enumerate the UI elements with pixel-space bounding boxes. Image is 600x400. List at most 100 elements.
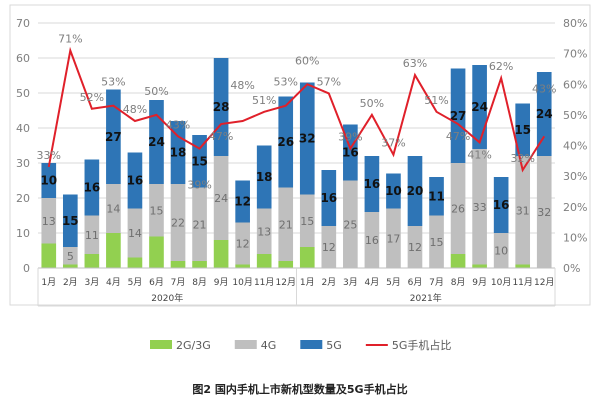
line-data-label: 39% — [187, 179, 211, 192]
bar-2G-3G — [256, 254, 272, 268]
line-data-label: 51% — [252, 94, 276, 107]
line-data-label: 37% — [381, 137, 405, 150]
bar-data-label: 18 — [256, 170, 273, 184]
bar-data-label: 13 — [257, 225, 271, 238]
bar-data-label: 15 — [430, 236, 444, 249]
bar-data-label: 24 — [148, 135, 165, 149]
bar-2G-3G — [515, 264, 531, 268]
line-data-label: 39% — [338, 131, 362, 144]
bar-5G — [386, 173, 401, 209]
bar-2G-3G — [170, 261, 186, 268]
line-data-label: 50% — [144, 85, 168, 98]
bar-5G — [407, 156, 423, 226]
line-data-label: 48% — [230, 79, 254, 92]
bar-data-label: 12 — [322, 241, 336, 254]
legend-swatch — [234, 340, 257, 349]
y2-tick-label: 30% — [563, 170, 587, 183]
bar-4G — [321, 226, 337, 268]
bar-4G — [256, 208, 272, 254]
line-5g-share — [47, 46, 546, 173]
bar-5G — [41, 163, 57, 198]
x-tick-label: 11月 — [512, 277, 532, 288]
legend-label: 5G手机占比 — [392, 338, 452, 352]
bar-data-label: 17 — [386, 232, 400, 245]
bar-4G — [84, 215, 100, 254]
bar-4G — [364, 212, 380, 268]
bar-4G — [493, 233, 509, 268]
bar-4G — [407, 226, 423, 268]
x-tick-label: 9月 — [214, 277, 229, 288]
bar-data-label: 21 — [193, 218, 207, 231]
bar-5G — [149, 100, 164, 184]
bar-data-label: 10 — [385, 184, 402, 198]
bar-data-label: 11 — [428, 189, 445, 203]
bar-data-label: 18 — [170, 146, 187, 160]
line-data-label: 43% — [532, 82, 556, 95]
legend-swatch — [300, 340, 323, 349]
bar-4G — [299, 194, 315, 247]
x-tick-label: 10月 — [232, 277, 252, 288]
x-tick-label: 7月 — [171, 277, 186, 288]
bar-4G — [235, 222, 250, 265]
bar-data-label: 12 — [236, 238, 250, 251]
bar-2G-3G — [299, 247, 315, 268]
bar-data-label: 32 — [537, 206, 551, 219]
bar-4G — [386, 208, 401, 268]
x-tick-label: 8月 — [192, 277, 207, 288]
bar-2G-3G — [62, 264, 78, 268]
bar-data-label: 20 — [407, 184, 424, 198]
x-tick-label: 10月 — [491, 277, 511, 288]
x-tick-label: 5月 — [386, 277, 401, 288]
bar-data-label: 16 — [127, 174, 144, 188]
x-tick-label: 12月 — [276, 277, 296, 288]
x-tick-label: 4月 — [365, 277, 380, 288]
bar-5G — [127, 152, 143, 209]
y-tick-label: 60 — [16, 52, 30, 65]
bar-data-label: 14 — [106, 203, 120, 216]
line-data-label: 71% — [58, 33, 82, 46]
bar-data-label: 24 — [471, 100, 488, 114]
bar-data-label: 16 — [84, 181, 101, 195]
bar-5G — [472, 65, 487, 149]
bar-2G-3G — [41, 243, 57, 268]
bar-4G — [429, 215, 444, 268]
bar-data-label: 12 — [234, 195, 251, 209]
line-data-label: 41% — [467, 148, 491, 161]
bar-2G-3G — [149, 236, 164, 268]
bar-data-label: 15 — [62, 214, 79, 228]
bar-data-label: 25 — [343, 218, 357, 231]
chart-frame — [9, 4, 591, 306]
y-tick-label: 50 — [16, 87, 30, 100]
bar-data-label: 16 — [320, 191, 337, 205]
x-tick-label: 5月 — [128, 277, 143, 288]
bar-5G — [106, 89, 121, 184]
line-data-label: 47% — [209, 130, 233, 143]
line-data-label: 51% — [424, 94, 448, 107]
bar-4G — [278, 187, 294, 261]
bar-2G-3G — [450, 254, 466, 268]
bar-2G-3G — [213, 240, 229, 268]
bar-5G — [84, 159, 100, 216]
bar-data-label: 24 — [214, 192, 228, 205]
bar-2G-3G — [84, 254, 100, 268]
bar-4G — [515, 156, 531, 265]
bar-4G — [149, 184, 164, 237]
bar-data-label: 16 — [493, 198, 510, 212]
line-data-label: 48% — [123, 103, 147, 116]
legend-label: 4G — [261, 339, 277, 352]
y2-tick-label: 50% — [563, 109, 587, 122]
bar-4G — [213, 156, 229, 240]
x-tick-label: 4月 — [106, 277, 121, 288]
line-data-label: 57% — [317, 75, 341, 88]
line-data-label: 52% — [80, 91, 104, 104]
bar-data-label: 12 — [408, 241, 422, 254]
line-data-label: 32% — [510, 152, 534, 165]
x-tick-label: 6月 — [149, 277, 164, 288]
x-tick-label: 2月 — [321, 277, 336, 288]
bar-data-label: 26 — [451, 203, 465, 216]
bar-4G — [41, 198, 57, 244]
bar-data-label: 21 — [279, 218, 293, 231]
bar-data-label: 10 — [494, 245, 508, 258]
y2-tick-label: 80% — [563, 17, 587, 30]
line-data-label: 50% — [360, 97, 384, 110]
